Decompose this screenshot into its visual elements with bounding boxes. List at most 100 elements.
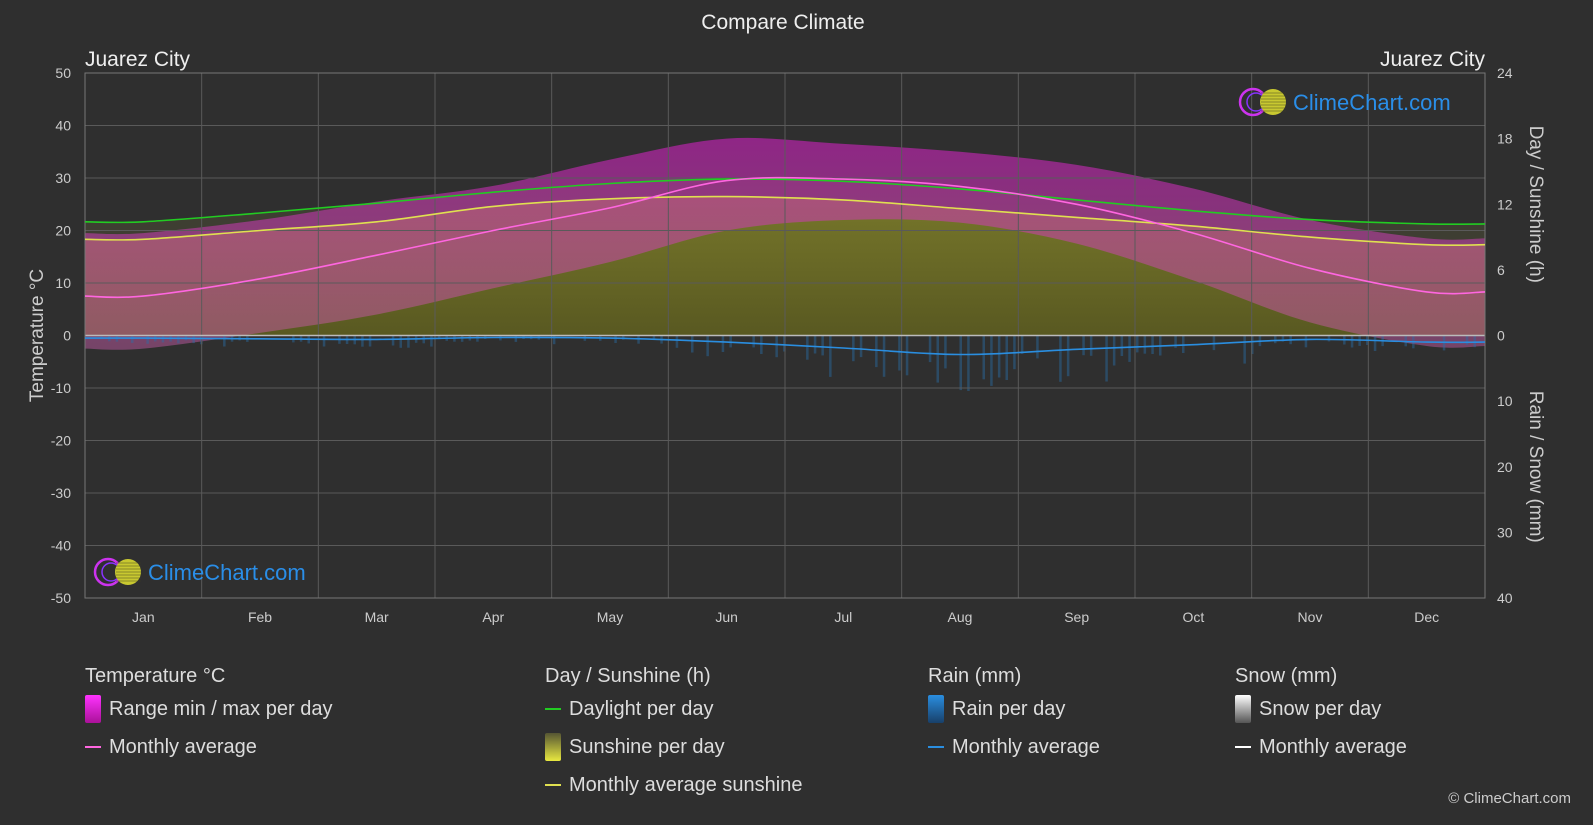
rain-bar (1373, 335, 1377, 351)
rain-bar (982, 335, 985, 380)
snow-swatch (1235, 695, 1251, 723)
legend-sun-avg-label: Monthly average sunshine (569, 774, 803, 796)
month-tick-label: Jan (132, 609, 155, 625)
month-tick-label: Sep (1064, 609, 1089, 625)
rain-bar (1020, 335, 1024, 354)
logo-text: ClimeChart.com (1293, 90, 1451, 115)
temperature-avg-line (84, 176, 1486, 299)
rain-bar (944, 335, 947, 369)
legend-daylight: Daylight per day (545, 690, 802, 728)
rain-bar (407, 335, 410, 348)
legend-sun-avg: Monthly average sunshine (545, 766, 802, 804)
rain-avg-swatch (928, 746, 944, 748)
rain-bar (706, 335, 709, 357)
left-tick-label: 0 (63, 328, 71, 344)
logo-text: ClimeChart.com (148, 560, 306, 585)
sun-avg-swatch (545, 784, 561, 786)
rain-bar (936, 335, 939, 383)
legend-snow: Snow (mm) Snow per day Monthly average (1235, 662, 1407, 766)
y-axis-label-right-bottom: Rain / Snow (mm) (1525, 391, 1546, 543)
legend-rain-title: Rain (mm) (928, 665, 1022, 687)
rain-bar (1174, 335, 1177, 348)
rain-avg-line (84, 336, 1486, 356)
rain-bar (875, 335, 878, 368)
left-tick-label: -50 (51, 590, 71, 606)
legend-snow-avg: Monthly average (1235, 728, 1407, 766)
legend-temp-range-label: Range min / max per day (109, 698, 333, 720)
rain-bar (552, 335, 556, 345)
snow-avg-swatch (1235, 746, 1251, 748)
rain-bar (437, 335, 441, 340)
legend-sun-title: Day / Sunshine (h) (545, 665, 711, 687)
rain-bar (1327, 335, 1331, 342)
legend-rain-avg: Monthly average (928, 728, 1100, 766)
rain-bar (721, 335, 725, 352)
daylight-line (84, 178, 1486, 226)
rain-bar (1036, 335, 1039, 359)
right-sun-tick-label: 18 (1497, 131, 1513, 147)
logo-top-right: ClimeChart.com (1238, 87, 1451, 117)
rain-bar (361, 335, 364, 347)
rain-bar (322, 335, 326, 347)
sunshine-avg-line (84, 195, 1486, 247)
rain-bar (882, 335, 886, 377)
rain-bar (1151, 335, 1154, 354)
rain-bar (476, 335, 479, 342)
rain-bar (752, 335, 755, 348)
rain-bar (391, 335, 395, 346)
legend-snow-title: Snow (mm) (1235, 665, 1338, 687)
rain-bar (806, 335, 809, 360)
rain-bar (1120, 335, 1124, 356)
y-axis-label-left: Temperature °C (27, 269, 48, 402)
rain-bar (146, 335, 149, 344)
rain-bar (691, 335, 694, 353)
legend-sunshine-label: Sunshine per day (569, 736, 725, 758)
y-axis-label-right-top: Day / Sunshine (h) (1525, 126, 1546, 283)
rain-bar (1304, 335, 1308, 348)
rain-bar (1243, 335, 1246, 364)
rain-bar (177, 335, 180, 344)
right-rain-tick-label: 10 (1497, 393, 1513, 409)
rain-bar (368, 335, 372, 347)
left-tick-label: 20 (55, 223, 71, 239)
legend-sunshine: Sunshine per day (545, 728, 802, 766)
rain-bar (652, 335, 656, 340)
rain-bar (223, 335, 226, 347)
legend-daylight-label: Daylight per day (569, 698, 714, 720)
month-tick-label: Feb (248, 609, 272, 625)
rain-swatch (928, 695, 944, 723)
month-tick-label: Oct (1182, 609, 1204, 625)
rain-bar (614, 335, 617, 343)
location-right: Juarez City (1380, 48, 1486, 71)
rain-bar (514, 335, 518, 342)
rain-bar (1066, 335, 1070, 377)
rain-bar (1059, 335, 1062, 382)
month-tick-label: Dec (1414, 609, 1439, 625)
rain-bar (813, 335, 817, 354)
left-tick-label: 10 (55, 275, 71, 291)
rain-bar (622, 335, 625, 340)
plot-border (84, 72, 1486, 599)
right-rain-tick-label: 20 (1497, 459, 1513, 475)
rain-bar (430, 335, 433, 347)
rain-bar (675, 335, 679, 348)
rain-bar (1112, 335, 1116, 366)
right-rain-tick-label: 40 (1497, 590, 1513, 606)
month-tick-label: Nov (1298, 609, 1323, 625)
rain-bar (1136, 335, 1139, 353)
rain-bar (829, 335, 832, 377)
legend-temp-range: Range min / max per day (85, 690, 332, 728)
rain-bar (1143, 335, 1147, 354)
rain-bar (399, 335, 402, 348)
rain-bar (898, 335, 901, 371)
month-tick-label: Jul (834, 609, 852, 625)
rain-bar (1212, 335, 1216, 351)
rain-bar (1251, 335, 1254, 354)
copyright-text: © ClimeChart.com (1448, 790, 1571, 807)
right-sun-tick-label: 24 (1497, 65, 1513, 81)
rain-bar (997, 335, 1001, 378)
right-sun-tick-label: 0 (1497, 328, 1505, 344)
legend-rain-per-day-label: Rain per day (952, 698, 1066, 720)
rain-bar (1465, 335, 1469, 345)
